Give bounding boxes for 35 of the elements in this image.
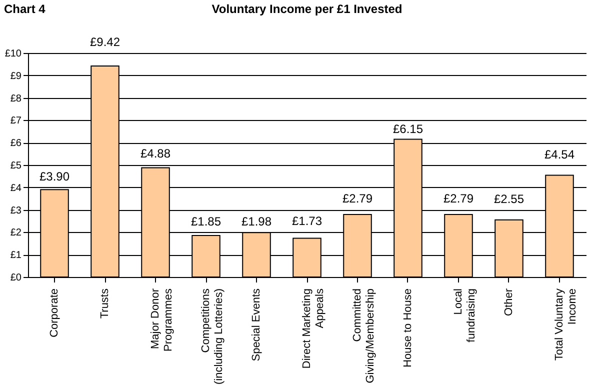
x-tick-label: Other bbox=[502, 288, 515, 316]
chart-title: Voluntary Income per £1 Invested bbox=[212, 2, 402, 16]
y-tick-label: £6 bbox=[10, 138, 22, 150]
data-label: £9.42 bbox=[90, 34, 120, 49]
data-label: £4.54 bbox=[544, 147, 575, 162]
x-tick-label: Competitions (including Lotteries) bbox=[200, 288, 226, 384]
data-label: £4.88 bbox=[140, 146, 171, 161]
y-tick-label: £10 bbox=[4, 48, 22, 60]
y-tick-label: £9 bbox=[10, 70, 22, 82]
x-tick-label: Corporate bbox=[48, 288, 61, 338]
y-tick-label: £8 bbox=[10, 93, 22, 104]
y-tick-label: £3 bbox=[10, 205, 22, 216]
y-tick-label: £7 bbox=[10, 116, 22, 127]
caption: Chart 4 bbox=[4, 2, 46, 16]
x-tick-label: Trusts bbox=[99, 288, 112, 319]
y-tick-label: £2 bbox=[10, 228, 22, 239]
data-label: £2.79 bbox=[443, 192, 474, 206]
y-tick-label: £0 bbox=[10, 272, 22, 284]
x-tick-label: House to House bbox=[402, 288, 414, 368]
x-tick-label: Total Voluntary Income bbox=[553, 288, 578, 361]
y-tick-label: £5 bbox=[10, 160, 22, 172]
x-tick-label: Direct Marketing Appeals bbox=[301, 288, 326, 369]
x-tick-label: Special Events bbox=[250, 288, 262, 362]
data-label: £3.90 bbox=[39, 170, 70, 184]
x-tick-label: Committed Giving/Membership bbox=[352, 288, 376, 384]
data-label: £1.85 bbox=[190, 214, 222, 229]
y-tick-label: £4 bbox=[10, 182, 22, 194]
data-label: £2.79 bbox=[342, 192, 373, 206]
data-label: £1.98 bbox=[241, 214, 272, 229]
x-tick-label: Major Donor Programmes bbox=[150, 288, 175, 352]
data-label: £2.55 bbox=[494, 192, 524, 206]
data-label: £6.15 bbox=[392, 122, 424, 136]
data-label: £1.73 bbox=[292, 214, 322, 228]
x-tick-label: Local fundraising bbox=[452, 288, 478, 342]
y-tick-label: £1 bbox=[10, 250, 22, 262]
